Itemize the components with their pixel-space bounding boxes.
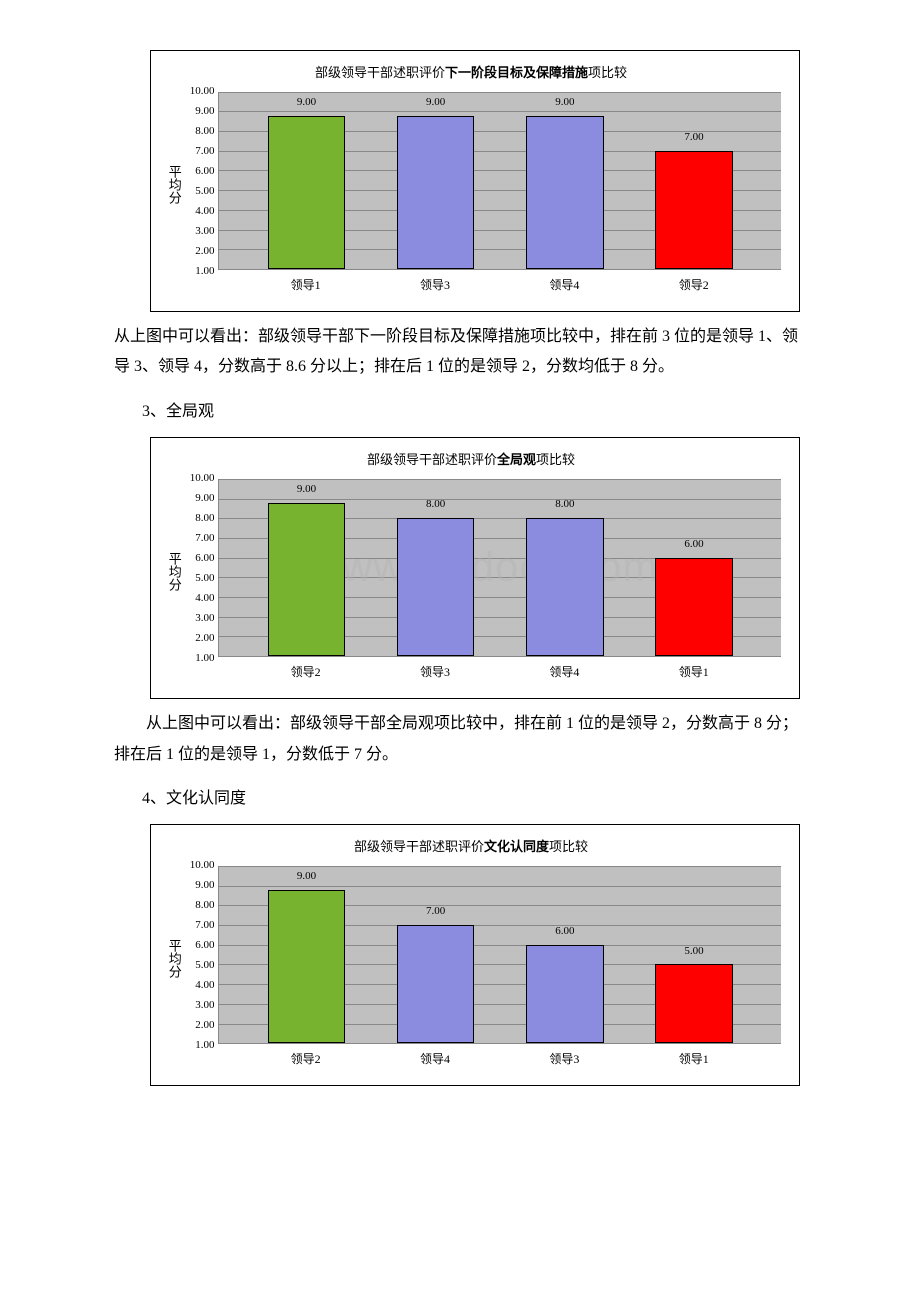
- bar-slot: 7.00: [629, 92, 758, 269]
- bar-slot: 8.00: [371, 479, 500, 656]
- x-axis-label: 领导3: [370, 657, 499, 684]
- bar-slot: 9.00: [242, 479, 371, 656]
- chart-title: 部级领导干部述职评价下一阶段目标及保障措施项比较: [161, 61, 781, 86]
- bar: [655, 151, 733, 269]
- x-axis-label: 领导1: [629, 1044, 758, 1071]
- bar: [526, 518, 604, 656]
- bar-slot: 9.00: [500, 92, 629, 269]
- plot-area: 9.00 9.00 9.00 7.00: [218, 92, 781, 270]
- bar-slot: 9.00: [371, 92, 500, 269]
- bar-slot: 5.00: [629, 866, 758, 1043]
- bars-container: 9.00 9.00 9.00 7.00: [219, 92, 781, 269]
- bar-slot: 8.00: [500, 479, 629, 656]
- bar: [397, 116, 475, 269]
- bar-value-label: 9.00: [426, 92, 445, 113]
- bar-value-label: 9.00: [297, 479, 316, 500]
- x-axis-label: 领导1: [629, 657, 758, 684]
- y-axis-label: 平均分: [161, 92, 190, 297]
- bar-value-label: 8.00: [555, 494, 574, 515]
- bar: [526, 116, 604, 269]
- x-axis-label: 领导2: [629, 270, 758, 297]
- bar-value-label: 9.00: [297, 866, 316, 887]
- bar: [526, 945, 604, 1043]
- y-axis-ticks: 10.009.008.007.006.005.004.003.002.001.0…: [190, 92, 219, 272]
- bar-slot: 7.00: [371, 866, 500, 1043]
- bar-slot: 9.00: [242, 92, 371, 269]
- bar-value-label: 7.00: [684, 127, 703, 148]
- bar: [268, 890, 346, 1043]
- page-content: 部级领导干部述职评价下一阶段目标及保障措施项比较平均分10.009.008.00…: [0, 50, 920, 1086]
- x-axis-labels: 领导1领导3领导4领导2: [218, 270, 781, 297]
- y-axis-ticks: 10.009.008.007.006.005.004.003.002.001.0…: [190, 866, 219, 1046]
- x-axis-labels: 领导2领导3领导4领导1: [218, 657, 781, 684]
- bar-value-label: 8.00: [426, 494, 445, 515]
- bar-value-label: 5.00: [684, 941, 703, 962]
- x-axis-label: 领导3: [500, 1044, 629, 1071]
- chart-culture-identity: 部级领导干部述职评价文化认同度项比较平均分10.009.008.007.006.…: [150, 824, 800, 1086]
- bar: [655, 558, 733, 656]
- y-axis-ticks: 10.009.008.007.006.005.004.003.002.001.0…: [190, 479, 219, 659]
- x-axis-label: 领导4: [370, 1044, 499, 1071]
- plot-area: 9.00 7.00 6.00 5.00: [218, 866, 781, 1044]
- section-heading-4: 4、文化认同度: [110, 784, 810, 814]
- chart-next-stage-goals: 部级领导干部述职评价下一阶段目标及保障措施项比较平均分10.009.008.00…: [150, 50, 800, 312]
- x-axis-label: 领导4: [500, 657, 629, 684]
- x-axis-label: 领导2: [241, 1044, 370, 1071]
- x-axis-label: 领导1: [241, 270, 370, 297]
- bars-container: 9.00 7.00 6.00 5.00: [219, 866, 781, 1043]
- chart-title: 部级领导干部述职评价文化认同度项比较: [161, 835, 781, 860]
- x-axis-label: 领导2: [241, 657, 370, 684]
- bar-value-label: 9.00: [555, 92, 574, 113]
- bar: [655, 964, 733, 1043]
- x-axis-label: 领导3: [370, 270, 499, 297]
- section-heading-3: 3、全局观: [110, 397, 810, 427]
- y-axis-label: 平均分: [161, 479, 190, 684]
- bar-value-label: 6.00: [555, 921, 574, 942]
- chart-global-view: 部级领导干部述职评价全局观项比较平均分10.009.008.007.006.00…: [150, 437, 800, 699]
- x-axis-label: 领导4: [500, 270, 629, 297]
- analysis-paragraph-1: 从上图中可以看出：部级领导干部下一阶段目标及保障措施项比较中，排在前 3 位的是…: [110, 322, 810, 383]
- bar-slot: 6.00: [629, 479, 758, 656]
- bars-container: 9.00 8.00 8.00 6.00: [219, 479, 781, 656]
- x-axis-labels: 领导2领导4领导3领导1: [218, 1044, 781, 1071]
- analysis-paragraph-2: 从上图中可以看出：部级领导干部全局观项比较中，排在前 1 位的是领导 2，分数高…: [110, 709, 810, 770]
- bar: [268, 116, 346, 269]
- y-axis-label: 平均分: [161, 866, 190, 1071]
- bar-slot: 9.00: [242, 866, 371, 1043]
- bar: [268, 503, 346, 656]
- bar-value-label: 9.00: [297, 92, 316, 113]
- plot-area: www.bdocx.com9.008.008.006.00: [218, 479, 781, 657]
- bar-value-label: 6.00: [684, 534, 703, 555]
- bar-slot: 6.00: [500, 866, 629, 1043]
- chart-title: 部级领导干部述职评价全局观项比较: [161, 448, 781, 473]
- bar-value-label: 7.00: [426, 901, 445, 922]
- bar: [397, 518, 475, 656]
- bar: [397, 925, 475, 1043]
